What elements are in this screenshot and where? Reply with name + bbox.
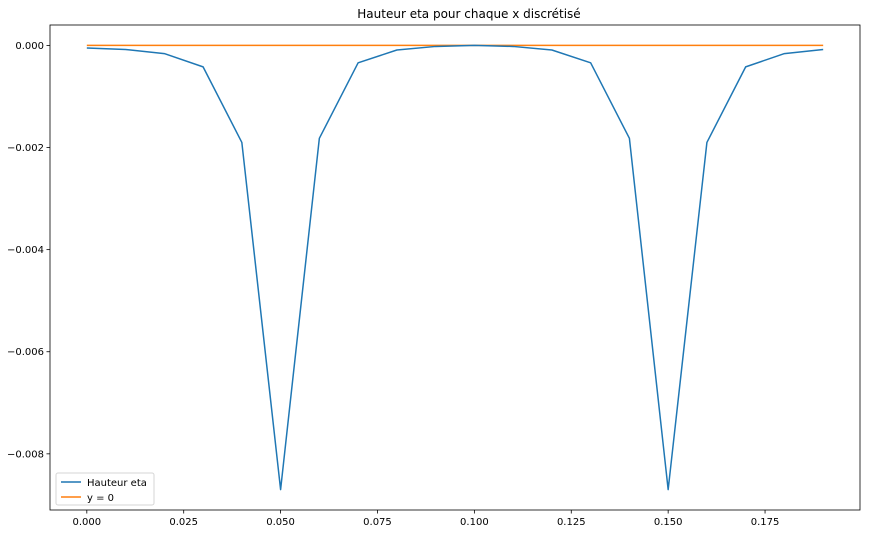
plot-area bbox=[49, 24, 861, 511]
x-tick-label: 0.000 bbox=[72, 517, 101, 528]
y-axis: 0.000 −0.002 −0.004 −0.006 −0.008 bbox=[7, 41, 50, 460]
x-tick-label: 0.150 bbox=[654, 517, 683, 528]
legend-label-y-equals-0: y = 0 bbox=[87, 493, 114, 504]
y-tick-label: −0.006 bbox=[7, 347, 44, 358]
x-tick-label: 0.075 bbox=[363, 517, 392, 528]
axes-frame bbox=[49, 24, 861, 511]
series-line-hauteur-eta bbox=[86, 44, 824, 491]
x-tick-label: 0.175 bbox=[751, 517, 780, 528]
x-tick-label: 0.050 bbox=[266, 517, 295, 528]
legend: Hauteur eta y = 0 bbox=[55, 472, 155, 506]
series-layer bbox=[86, 44, 824, 491]
y-tick-label: −0.002 bbox=[7, 143, 44, 154]
x-tick-label: 0.125 bbox=[557, 517, 586, 528]
legend-label-hauteur-eta: Hauteur eta bbox=[87, 478, 147, 489]
chart-title: Hauteur eta pour chaque x discrétisé bbox=[357, 7, 580, 21]
y-tick-label: 0.000 bbox=[15, 41, 44, 52]
x-tick-label: 0.025 bbox=[169, 517, 198, 528]
x-axis: 0.000 0.025 0.050 0.075 0.100 0.125 0.150 0.175 bbox=[72, 510, 779, 528]
x-tick-label: 0.100 bbox=[460, 517, 489, 528]
y-tick-label: −0.008 bbox=[7, 449, 44, 460]
y-tick-label: −0.004 bbox=[7, 245, 44, 256]
